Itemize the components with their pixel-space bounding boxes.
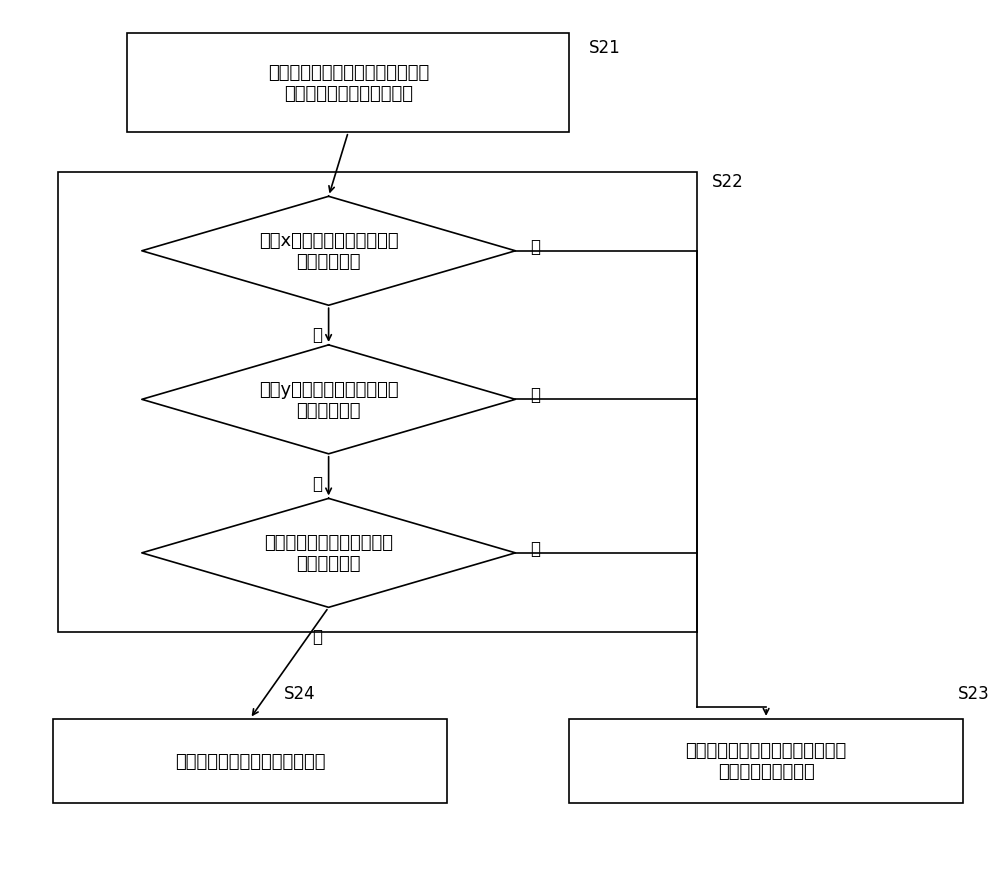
Text: 根据测量偏移量的方法获得第二部
件相对于第一部件的偏移量: 根据测量偏移量的方法获得第二部 件相对于第一部件的偏移量 <box>268 64 429 103</box>
Text: 否: 否 <box>530 237 540 255</box>
Bar <box>53 719 447 803</box>
Bar <box>127 34 569 133</box>
Text: 否: 否 <box>530 386 540 404</box>
Text: 否: 否 <box>530 540 540 557</box>
Text: 判断旋转角度是否小于或等
于第三预设值: 判断旋转角度是否小于或等 于第三预设值 <box>264 534 393 573</box>
Text: 是: 是 <box>312 627 322 646</box>
Text: S24: S24 <box>284 684 316 702</box>
Text: S21: S21 <box>589 39 621 56</box>
Text: 是: 是 <box>312 326 322 343</box>
Text: S22: S22 <box>712 172 744 190</box>
Bar <box>569 719 963 803</box>
Text: 确定第一部件和第二部件已对准: 确定第一部件和第二部件已对准 <box>175 752 325 770</box>
Text: 判断x向偏移量是否小于或等
于第一预设值: 判断x向偏移量是否小于或等 于第一预设值 <box>259 232 398 271</box>
Text: 控制第二部件移至与第一部件相距
上述偏移量的位置处: 控制第二部件移至与第一部件相距 上述偏移量的位置处 <box>685 741 847 780</box>
Text: S23: S23 <box>958 684 990 702</box>
Bar <box>58 172 697 633</box>
Text: 判断y向偏移量是否小于或等
于第二预设值: 判断y向偏移量是否小于或等 于第二预设值 <box>259 381 398 419</box>
Text: 是: 是 <box>312 474 322 492</box>
